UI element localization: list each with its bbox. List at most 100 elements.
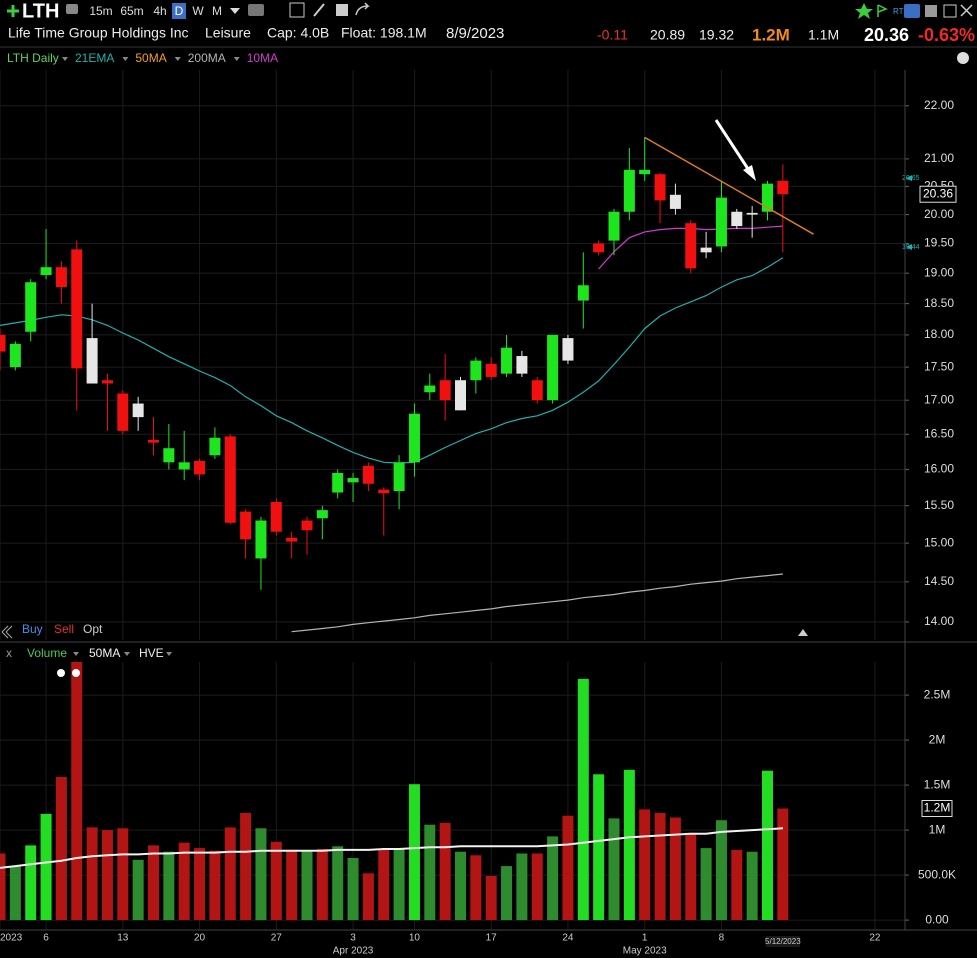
hve-label: HVE [139, 646, 164, 660]
candle-body [501, 347, 513, 374]
interval[interactable]: 65m [120, 4, 143, 18]
interval[interactable]: D [175, 4, 184, 18]
y-tick-label: 2M [929, 732, 946, 746]
axis-marker-tick [906, 175, 912, 182]
legend-entry[interactable]: 50MA [135, 51, 166, 65]
candle-body [224, 436, 236, 523]
volume-bar [71, 662, 83, 921]
candle-body [25, 282, 37, 332]
candle-body [286, 537, 298, 542]
candle-body [715, 197, 727, 247]
symbol[interactable]: LTH [22, 0, 59, 22]
y-tick-label: 1.5M [924, 777, 951, 791]
interval[interactable]: 15m [89, 4, 112, 18]
volume-bar [332, 846, 344, 921]
volume-bar [209, 850, 221, 921]
y-tick-label: 21.00 [924, 151, 954, 165]
candle-body [332, 473, 344, 493]
icon[interactable] [943, 4, 957, 18]
candle-body [347, 478, 359, 483]
volume-bar [485, 876, 497, 921]
arrow [714, 119, 754, 176]
y-tick-label: 17.00 [924, 392, 954, 406]
settings-icon[interactable] [957, 52, 969, 64]
volume-bar [623, 769, 635, 921]
legend-arrow [124, 652, 130, 656]
volume-bar [393, 848, 405, 921]
candle-body [577, 285, 589, 301]
x-tick-label: 24 [562, 933, 574, 944]
close-panel[interactable]: x [6, 646, 12, 660]
volume-bar [347, 858, 359, 921]
legend-arrow [122, 57, 129, 61]
buy-button[interactable]: Buy [22, 622, 43, 636]
candle-body [0, 334, 6, 352]
line [0, 827, 783, 869]
legend-entry[interactable]: 200MA [188, 51, 226, 65]
candle-body [132, 403, 144, 418]
chart-title: LTH Daily [7, 51, 59, 65]
candle-body [40, 267, 52, 275]
volume-bar [101, 830, 113, 921]
volume-plot [0, 662, 905, 930]
candle-body [301, 520, 313, 531]
icon[interactable] [66, 4, 78, 14]
volume-bar [654, 813, 666, 921]
change: -0.11 [597, 27, 628, 43]
icon[interactable] [904, 4, 920, 18]
legend-entry[interactable]: 10MA [247, 51, 278, 65]
candle-body [669, 194, 681, 209]
volume-bar [531, 853, 543, 921]
scroll-icon[interactable] [798, 629, 808, 636]
icon[interactable] [355, 2, 370, 16]
last-volume-box [921, 800, 953, 817]
icon [960, 4, 973, 17]
y-tick-label: 20.00 [924, 207, 954, 221]
volume-bar [316, 849, 328, 921]
volume-bar [608, 818, 620, 921]
candle-body [117, 393, 129, 431]
icon[interactable] [248, 4, 264, 16]
volume-bar [240, 813, 252, 921]
volume-bar [148, 845, 159, 921]
date: 8/9/2023 [446, 25, 504, 42]
options-button[interactable]: Opt [83, 622, 103, 636]
legend-entry[interactable]: 21EMA [75, 51, 114, 65]
volume-bar [547, 836, 559, 921]
interval[interactable]: W [192, 4, 204, 18]
icon[interactable] [336, 4, 348, 16]
volume-bar [669, 817, 681, 921]
icon[interactable] [289, 2, 305, 18]
volume-bar [593, 774, 605, 921]
avg-volume: 1.1M [808, 27, 839, 43]
icon[interactable] [1, 625, 13, 639]
volume-bar [286, 849, 298, 921]
volume-bar [362, 873, 374, 921]
sell-button[interactable]: Sell [54, 622, 74, 636]
icon[interactable] [925, 5, 937, 17]
icon[interactable] [877, 4, 888, 17]
interval[interactable]: 4h [153, 4, 166, 18]
icon[interactable]: RT [893, 7, 904, 16]
legend-arrow [233, 57, 240, 61]
candle-body [194, 460, 206, 475]
dropdown-icon[interactable] [230, 8, 240, 14]
legend-entry: 50MA [89, 646, 120, 660]
x-tick-label: 1 [642, 933, 648, 944]
candle-body [516, 356, 528, 374]
dropdown-icon[interactable] [166, 652, 172, 656]
x-tick-label: 22 [869, 933, 881, 944]
candle-body [685, 223, 697, 269]
y-tick-label: 17.50 [924, 359, 954, 373]
y-tick-label: 22.00 [924, 98, 954, 112]
candle-body [55, 267, 67, 288]
volume-bar [132, 859, 144, 921]
add-icon[interactable] [6, 4, 20, 18]
axes: 2023 6 13 20 27 3 10 17 24 1 8 22 Apr 2023 May 2023 5/… [0, 51, 957, 957]
interval[interactable]: M [212, 4, 222, 18]
icon[interactable] [313, 3, 325, 17]
icon[interactable] [855, 3, 873, 19]
candle-body [362, 465, 374, 484]
volume-bar [378, 849, 390, 921]
